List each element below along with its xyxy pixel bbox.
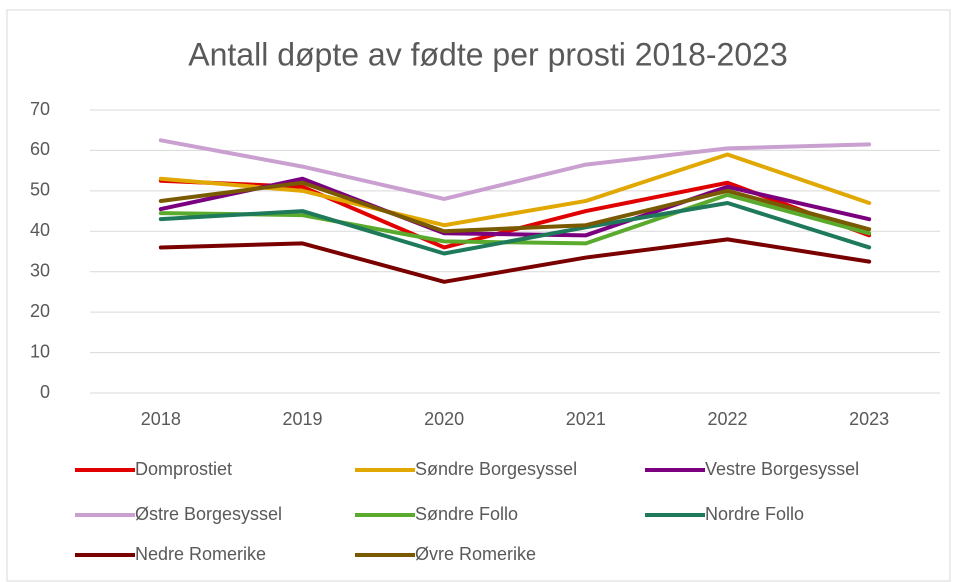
series-line [158,176,872,238]
y-tick-label: 70 [30,99,50,119]
series-line [158,200,872,256]
y-tick-label: 30 [30,260,50,280]
series-line [158,138,872,201]
legend-label: Søndre Follo [415,504,518,524]
y-tick-label: 50 [30,180,50,200]
series-line [158,237,872,284]
y-tick-label: 10 [30,341,50,361]
series-line [158,180,872,234]
chart-frame [6,9,951,582]
legend-label: Nedre Romerike [135,544,266,564]
x-tick-label: 2020 [424,409,464,429]
x-tick-label: 2019 [282,409,322,429]
legend-label: Øvre Romerike [415,544,536,564]
x-tick-label: 2021 [566,409,606,429]
x-tick-label: 2023 [849,409,889,429]
legend-label: Søndre Borgesyssel [415,459,577,479]
x-tick-label: 2018 [141,409,181,429]
y-tick-label: 0 [40,382,50,402]
y-tick-label: 60 [30,139,50,159]
legend-label: Vestre Borgesyssel [705,459,859,479]
chart-title: Antall døpte av fødte per prosti 2018-20… [188,36,787,72]
x-tick-label: 2022 [707,409,747,429]
legend-label: Domprostiet [135,459,232,479]
series-line [158,152,872,228]
y-tick-label: 40 [30,220,50,240]
y-tick-label: 20 [30,301,50,321]
legend-label: Nordre Follo [705,504,804,524]
legend-label: Østre Borgesyssel [135,504,282,524]
